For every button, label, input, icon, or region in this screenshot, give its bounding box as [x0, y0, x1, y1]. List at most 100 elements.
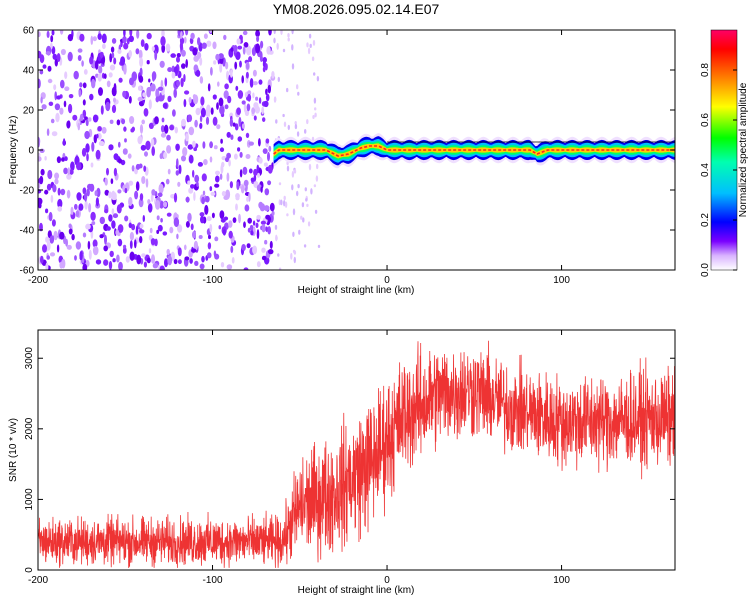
- noise-speckle: [113, 192, 117, 201]
- noise-speckle: [59, 30, 64, 35]
- noise-speckle: [262, 66, 266, 73]
- noise-speckle: [166, 134, 171, 141]
- noise-speckle: [159, 60, 165, 68]
- noise-speckle: [138, 198, 144, 208]
- noise-speckle: [154, 116, 159, 125]
- noise-speckle: [128, 222, 132, 229]
- noise-speckle: [123, 64, 127, 75]
- noise-speckle: [253, 115, 257, 121]
- noise-speckle: [247, 227, 251, 233]
- noise-speckle: [187, 180, 191, 185]
- sparse-speckle: [283, 121, 287, 128]
- noise-speckle: [187, 212, 192, 222]
- sparse-speckle: [284, 201, 288, 208]
- sparse-speckle: [296, 131, 300, 137]
- noise-speckle: [59, 107, 64, 115]
- noise-speckle: [255, 30, 260, 38]
- noise-speckle: [176, 233, 179, 240]
- sparse-speckle: [312, 115, 315, 119]
- noise-speckle: [87, 117, 92, 122]
- noise-speckle: [193, 191, 196, 201]
- x-tick-label: 0: [384, 275, 390, 286]
- noise-speckle: [38, 78, 41, 89]
- noise-speckle: [269, 202, 275, 212]
- noise-speckle: [92, 245, 99, 256]
- noise-speckle: [149, 227, 153, 234]
- sparse-speckle: [291, 170, 295, 178]
- noise-speckle: [85, 223, 91, 230]
- noise-speckle: [141, 176, 146, 184]
- noise-speckle: [239, 151, 243, 158]
- noise-speckle: [232, 122, 236, 127]
- spectrogram-y-axis: 60 40 20 0 -20 -40 -60: [20, 26, 675, 277]
- noise-speckle: [122, 247, 127, 254]
- noise-speckle: [44, 189, 49, 195]
- noise-speckle: [252, 226, 256, 236]
- sparse-speckle: [311, 56, 315, 62]
- noise-speckle: [256, 261, 261, 268]
- noise-speckle: [155, 96, 160, 103]
- sparse-speckle: [293, 256, 296, 264]
- noise-speckle: [251, 107, 256, 115]
- noise-speckle: [141, 253, 146, 258]
- noise-speckle: [79, 33, 85, 42]
- noise-speckle: [46, 30, 50, 38]
- noise-speckle: [134, 190, 139, 200]
- noise-speckle: [177, 259, 182, 265]
- noise-speckle: [234, 153, 238, 160]
- noise-speckle: [108, 191, 112, 199]
- noise-speckle: [265, 63, 268, 71]
- noise-speckle: [90, 211, 96, 221]
- noise-speckle: [176, 79, 180, 87]
- noise-speckle: [190, 223, 194, 231]
- noise-speckle: [38, 182, 41, 189]
- noise-speckle: [53, 84, 57, 91]
- noise-speckle: [113, 167, 117, 177]
- noise-speckle: [110, 46, 115, 53]
- noise-speckle: [257, 172, 260, 178]
- noise-speckle: [139, 124, 144, 134]
- noise-speckle: [64, 86, 70, 91]
- noise-speckle: [64, 156, 68, 162]
- noise-speckle: [246, 45, 252, 56]
- ridge-core: [273, 145, 675, 157]
- noise-speckle: [53, 230, 58, 241]
- noise-speckle: [224, 83, 229, 90]
- noise-speckle: [135, 225, 139, 235]
- noise-speckle: [104, 177, 108, 186]
- x-tick-label: -100: [203, 575, 223, 586]
- noise-speckle: [42, 244, 47, 253]
- noise-speckle: [209, 186, 213, 192]
- noise-speckle: [128, 196, 133, 207]
- noise-speckle: [121, 118, 126, 125]
- noise-speckle: [188, 187, 194, 194]
- noise-speckle: [63, 167, 68, 175]
- noise-speckle: [255, 222, 259, 228]
- sparse-speckle: [306, 119, 309, 125]
- sparse-speckle: [312, 39, 316, 46]
- noise-speckle: [269, 240, 273, 249]
- noise-speckle: [237, 147, 241, 152]
- noise-speckle: [108, 144, 114, 151]
- noise-speckle: [68, 103, 73, 114]
- noise-speckle: [158, 183, 164, 194]
- snr-panel: -200 -100 0 100 0 1000 2000 3000 Height of str…: [8, 329, 676, 596]
- noise-speckle: [40, 168, 45, 176]
- noise-speckle: [92, 36, 97, 42]
- noise-speckle: [206, 252, 212, 259]
- noise-speckle: [147, 203, 153, 213]
- noise-speckle: [262, 117, 266, 122]
- noise-speckle: [200, 96, 205, 106]
- sparse-speckle: [297, 184, 300, 189]
- noise-speckle: [170, 53, 176, 58]
- noise-speckle: [123, 126, 127, 132]
- noise-speckle: [185, 221, 190, 228]
- noise-speckle: [200, 107, 206, 118]
- noise-speckle: [161, 30, 165, 38]
- noise-speckle: [242, 46, 246, 55]
- noise-speckle: [213, 145, 218, 150]
- noise-speckle: [159, 265, 165, 270]
- noise-speckle: [180, 31, 183, 39]
- noise-speckle: [155, 88, 160, 99]
- noise-speckle: [108, 260, 113, 270]
